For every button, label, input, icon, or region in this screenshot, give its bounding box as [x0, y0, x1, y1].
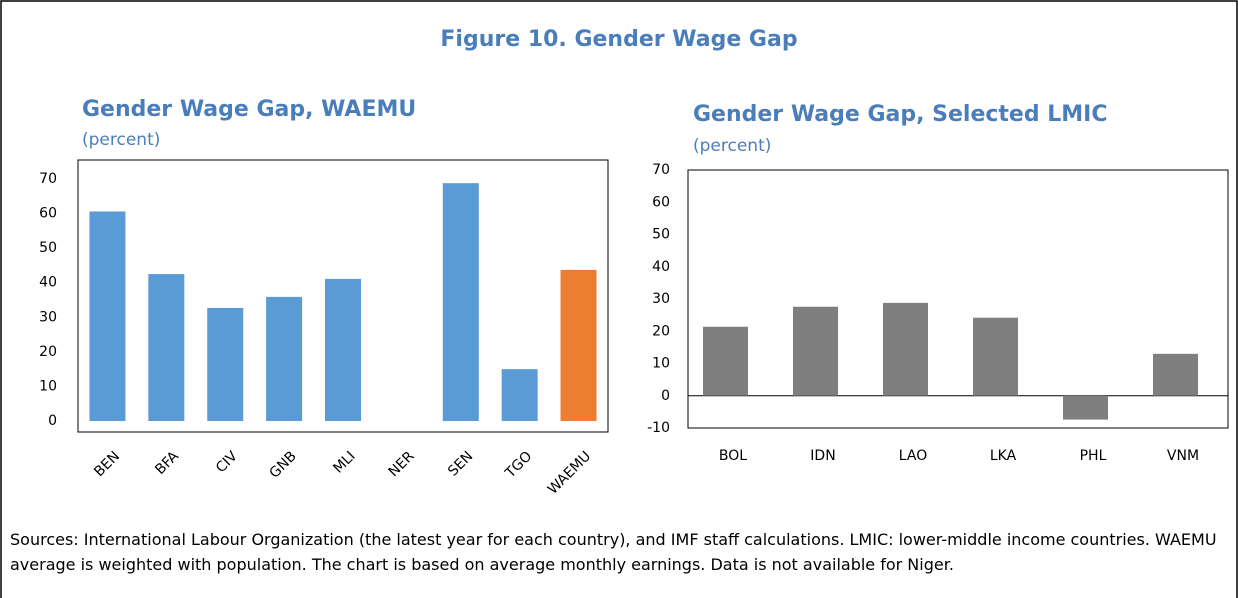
x-tick-label: LKA: [990, 448, 1017, 464]
chart-subtitle: (percent): [82, 130, 160, 150]
y-tick-label: 30: [652, 291, 670, 307]
bar: [442, 183, 479, 421]
y-tick-label: 0: [661, 388, 670, 404]
chart-title: Gender Wage Gap, WAEMU: [82, 97, 416, 122]
y-tick-label: 70: [652, 162, 670, 178]
x-tick-label: BOL: [719, 448, 747, 464]
x-tick-label: WAEMU: [545, 448, 594, 497]
y-tick-label: 70: [39, 171, 57, 187]
y-tick-label: 0: [48, 413, 57, 429]
y-tick-label: 20: [39, 344, 57, 360]
x-tick-label: BFA: [152, 448, 182, 478]
y-tick-label: 40: [39, 275, 57, 291]
bar: [501, 369, 538, 421]
x-tick-label: BEN: [91, 448, 123, 480]
x-tick-label: LAO: [899, 448, 927, 464]
y-tick-label: -10: [647, 420, 670, 436]
x-tick-label: CIV: [213, 448, 241, 476]
y-tick-label: 40: [652, 259, 670, 275]
bar: [793, 306, 838, 396]
y-tick-label: 50: [652, 227, 670, 243]
y-tick-label: 50: [39, 240, 57, 256]
footnote: Sources: International Labour Organizati…: [10, 530, 1217, 574]
y-tick-label: 30: [39, 309, 57, 325]
x-tick-label: TGO: [502, 448, 536, 482]
x-tick-label: PHL: [1080, 448, 1107, 464]
bar: [883, 302, 928, 396]
plot-frame: [77, 159, 609, 433]
bar: [1153, 353, 1198, 396]
bar: [266, 296, 303, 421]
bar: [560, 269, 597, 421]
x-tick-label: MLI: [330, 448, 358, 476]
plot-frame: [687, 169, 1229, 429]
y-tick-label: 10: [39, 378, 57, 394]
bar: [973, 317, 1018, 396]
bar: [325, 278, 361, 421]
y-tick-label: 60: [39, 206, 57, 222]
x-tick-label: GNB: [267, 448, 300, 481]
figure-title: Figure 10. Gender Wage Gap: [440, 27, 797, 52]
bar: [148, 274, 185, 421]
y-tick-label: 60: [652, 194, 670, 210]
y-tick-label: 10: [652, 356, 670, 372]
bar: [89, 211, 126, 421]
y-tick-label: 20: [652, 323, 670, 339]
bar: [207, 307, 244, 421]
bar: [703, 326, 748, 396]
x-tick-label: IDN: [810, 448, 835, 464]
bar: [1063, 395, 1108, 420]
x-tick-label: VNM: [1167, 448, 1199, 464]
chart-subtitle: (percent): [693, 136, 771, 156]
x-tick-label: SEN: [445, 448, 476, 479]
chart-title: Gender Wage Gap, Selected LMIC: [693, 102, 1108, 127]
x-tick-label: NER: [386, 448, 418, 480]
